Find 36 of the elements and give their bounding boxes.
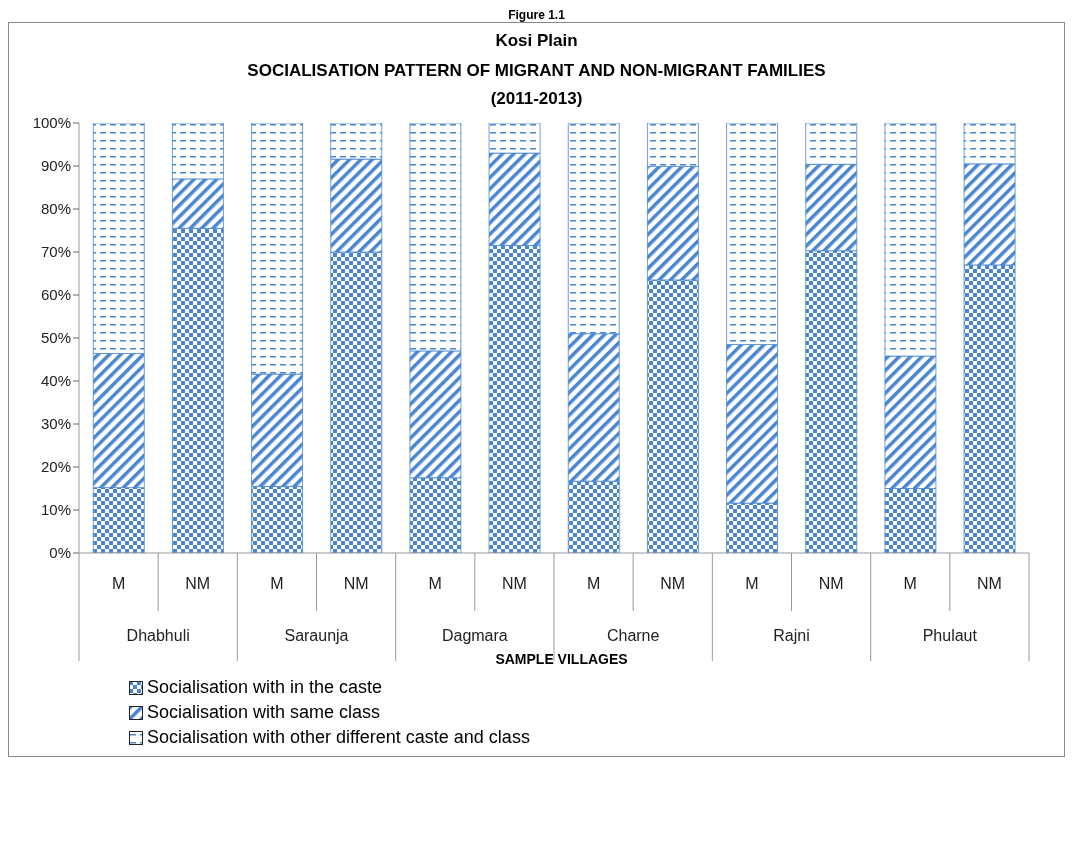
y-tick-label: 90% [40,157,71,175]
text: Saraunja [284,627,349,644]
y-tick-label: 40% [40,372,71,390]
text: Dagmara [441,627,508,644]
y-tick-label: 20% [40,458,71,476]
x-tick-label: M [903,575,917,592]
x-tick-label: M [745,575,759,592]
legend-label: Socialisation with other different caste and class [147,727,530,748]
text: Dhabhuli [126,627,190,644]
x-tick-label: NM [660,575,686,592]
y-tick-label: 0% [49,544,71,562]
caption: Figure 1.1 [507,8,566,22]
y-tick-label: 10% [40,501,71,519]
y-tick-label: 100% [32,114,71,132]
x-tick-label: M [270,575,284,592]
text: Rajni [773,627,810,644]
x-tick-label: M [111,575,126,592]
text: Phulaut [922,627,978,644]
y-tick-label: 50% [40,329,71,347]
x-tick-label: NM [976,575,1002,592]
x-tick-label: NM [185,575,211,592]
x-tick-label: NM [501,575,527,592]
legend-label: Socialisation with in the caste [147,677,383,698]
x-tick-label: M [428,575,442,592]
text: Charne [606,627,660,644]
legend-label: Socialisation with same class [147,702,381,723]
y-tick-label: 30% [40,415,71,433]
x-tick-label: M [586,575,601,592]
y-tick-label: 80% [40,200,71,218]
chart-title: Kosi Plain [494,31,579,51]
x-axis-title: SAMPLE VILLAGES [494,651,629,667]
x-tick-label: NM [343,575,369,592]
x-tick-label: NM [818,575,844,592]
y-tick-label: 60% [40,286,71,304]
chart-subtitle: SOCIALISATION PATTERN OF MIGRANT AND NON-MIGRANT FAMILIES (2011-2013) [246,60,827,110]
y-tick-label: 70% [40,243,71,261]
